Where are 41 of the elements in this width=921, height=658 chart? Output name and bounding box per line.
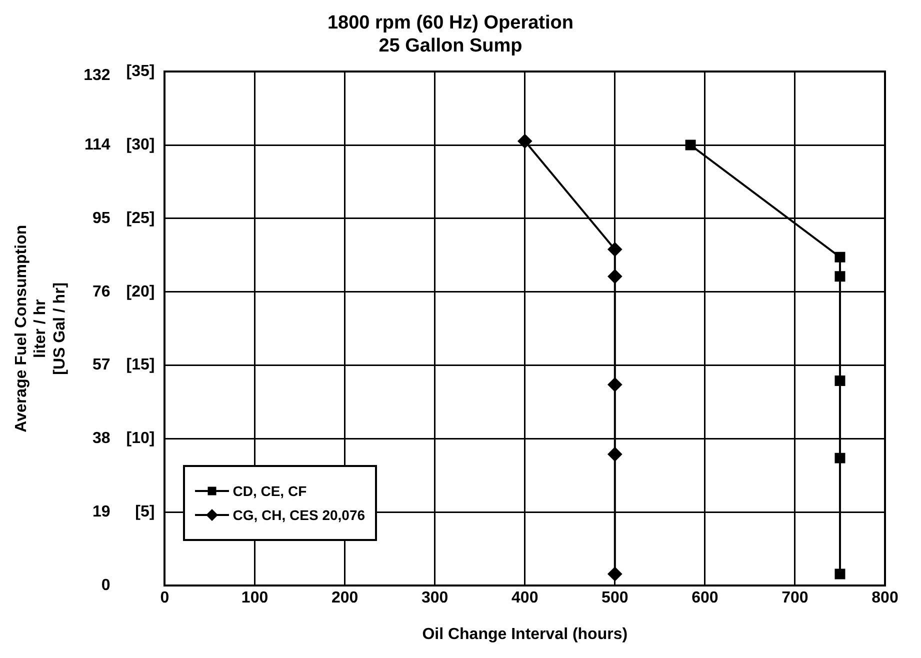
x-tick-label: 0: [160, 590, 170, 607]
y-tick-label: 132: [84, 66, 110, 84]
x-tick-label: 200: [331, 590, 358, 607]
y2-tick-label: [10]: [126, 430, 155, 448]
x-tick-label: 500: [602, 590, 628, 607]
point: [608, 447, 622, 462]
point: [608, 378, 622, 392]
x-axis-title: Oil Change Interval (hours): [422, 626, 628, 643]
point: [518, 134, 532, 148]
y2-tick-label: [20]: [126, 283, 155, 300]
y-tick-label: 0: [101, 577, 110, 594]
y-tick-label: 19: [92, 504, 110, 521]
legend-label: CD, CE, CF: [232, 482, 307, 499]
y-tick-label: 95: [92, 210, 110, 227]
y-tick-label: 38: [92, 430, 110, 448]
y2-tick-label: [5]: [135, 504, 155, 521]
y2-tick-label: [30]: [126, 136, 155, 154]
point: [834, 568, 846, 580]
point: [834, 452, 846, 464]
x-tick-label: 700: [782, 590, 808, 607]
x-tick-label: 100: [241, 590, 268, 607]
point: [834, 376, 846, 386]
chart-title: 1800 rpm (60 Hz) Operation 25 Gallon Sump: [327, 12, 574, 56]
point: [608, 242, 622, 256]
x-tick-label: 800: [872, 590, 898, 607]
point: [608, 567, 622, 582]
point: [608, 269, 622, 284]
x-tick-label: 400: [512, 590, 538, 607]
y-tick-label: 57: [92, 356, 110, 374]
y-tick-label: 114: [84, 136, 110, 154]
x-tick-label: 300: [421, 590, 448, 607]
y-tick-label: 76: [92, 283, 110, 300]
y2-tick-label: [15]: [126, 356, 155, 374]
legend-label: CG, CH, CES 20,076: [232, 506, 366, 523]
y2-tick-label: [35]: [126, 63, 155, 80]
point: [834, 252, 846, 262]
point: [834, 271, 846, 282]
x-tick-label: 600: [692, 590, 718, 607]
point: [685, 140, 696, 150]
y2-tick-label: [25]: [126, 210, 155, 227]
y-axis-title: Average Fuel Consumption liter / hr [US Gal / hr]: [13, 224, 68, 432]
